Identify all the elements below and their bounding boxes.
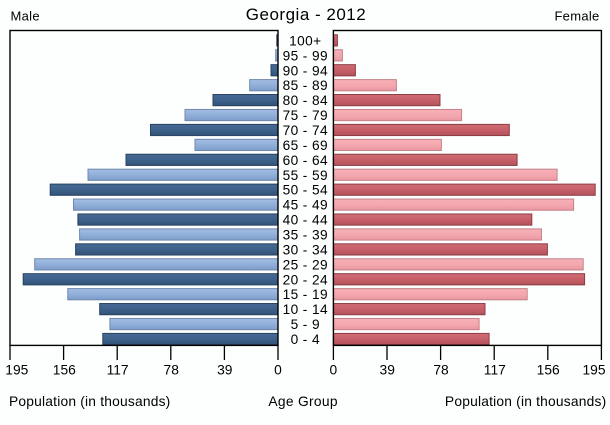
svg-text:Georgia - 2012: Georgia - 2012	[246, 5, 366, 24]
svg-text:Female: Female	[554, 8, 599, 23]
svg-text:39: 39	[380, 362, 396, 377]
svg-text:90 - 94: 90 - 94	[283, 63, 328, 78]
svg-text:65 - 69: 65 - 69	[283, 138, 328, 153]
svg-text:60 - 64: 60 - 64	[283, 153, 328, 168]
svg-text:195: 195	[5, 362, 28, 377]
svg-text:95 - 99: 95 - 99	[283, 48, 328, 63]
svg-text:35 - 39: 35 - 39	[283, 228, 328, 243]
svg-text:0: 0	[274, 362, 282, 377]
svg-text:39: 39	[217, 362, 233, 377]
svg-text:78: 78	[164, 362, 180, 377]
svg-text:100+: 100+	[289, 33, 321, 48]
svg-text:0 - 4: 0 - 4	[291, 332, 320, 347]
svg-text:117: 117	[107, 362, 129, 377]
svg-text:20 - 24: 20 - 24	[283, 272, 328, 287]
svg-text:55 - 59: 55 - 59	[283, 168, 328, 183]
svg-text:Age Group: Age Group	[268, 394, 337, 409]
svg-text:156: 156	[537, 362, 560, 377]
svg-text:70 - 74: 70 - 74	[283, 123, 328, 138]
svg-text:80 - 84: 80 - 84	[283, 93, 328, 108]
svg-text:195: 195	[582, 362, 605, 377]
svg-text:156: 156	[53, 362, 76, 377]
svg-text:Population (in thousands): Population (in thousands)	[9, 394, 170, 409]
svg-text:10 - 14: 10 - 14	[283, 302, 328, 317]
svg-text:Male: Male	[11, 8, 40, 23]
svg-text:75 - 79: 75 - 79	[283, 108, 328, 123]
svg-text:0: 0	[330, 362, 338, 377]
svg-text:5 - 9: 5 - 9	[291, 317, 320, 332]
svg-text:45 - 49: 45 - 49	[283, 198, 328, 213]
svg-text:Population (in thousands): Population (in thousands)	[445, 394, 606, 409]
svg-text:30 - 34: 30 - 34	[283, 242, 328, 257]
svg-text:50 - 54: 50 - 54	[283, 183, 328, 198]
svg-text:25 - 29: 25 - 29	[283, 257, 328, 272]
svg-text:40 - 44: 40 - 44	[283, 213, 328, 228]
svg-text:117: 117	[484, 362, 506, 377]
svg-text:15 - 19: 15 - 19	[283, 287, 328, 302]
svg-text:85 - 89: 85 - 89	[283, 78, 328, 93]
svg-text:78: 78	[433, 362, 449, 377]
